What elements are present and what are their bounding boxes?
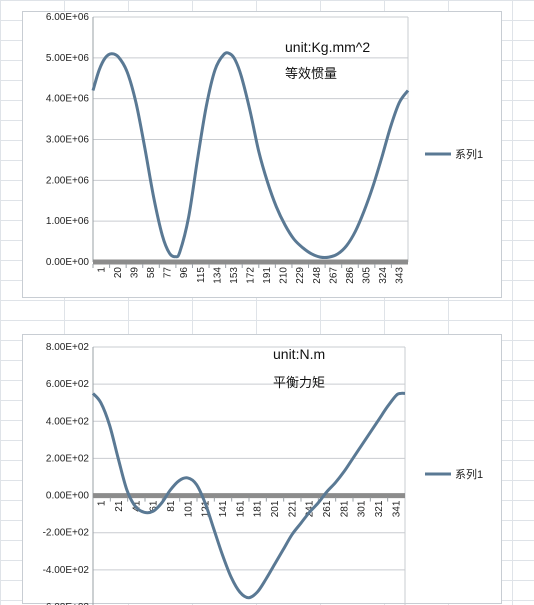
x-tick-label: 341 [391,500,402,517]
y-tick-label: 1.00E+06 [46,216,90,227]
x-tick-label: 115 [196,267,207,283]
x-tick-label: 210 [279,267,290,284]
y-tick-label: 6.00E+02 [46,379,90,390]
x-tick-label: 77 [163,267,174,279]
chart-panel-inertia: 0.00E+00 1.00E+06 2.00E+06 3.00E+06 4.00E+06… [22,11,502,298]
x-tick-label: 1 [96,267,107,273]
y-tick-label: 8.00E+02 [46,342,90,353]
chart-annotation: 等效惯量 [285,66,337,81]
y-tick-label: 4.00E+02 [46,416,90,427]
legend-label: 系列1 [455,147,483,161]
y-tick-label: 0.00E+00 [46,491,90,502]
x-tick-label: 286 [345,267,356,284]
x-tick-label: 161 [235,500,246,517]
chart-annotation: unit:Kg.mm^2 [285,39,370,55]
y-tick-label: 2.00E+02 [46,453,90,464]
x-tick-label: 141 [218,500,229,517]
y-tick-label: 3.00E+06 [46,135,90,146]
x-tick-label: 321 [374,500,385,517]
x-tick-label: 305 [362,267,373,284]
x-tick-label: 96 [179,267,190,279]
y-tick-label: -2.00E+02 [43,528,90,539]
x-tick-label: 221 [287,500,298,517]
y-tick-label: 5.00E+06 [46,53,90,64]
chart-panel-torque: 8.00E+02 6.00E+02 4.00E+02 2.00E+02 0.00E+00… [22,334,502,605]
y-tick-label: -4.00E+02 [43,565,90,576]
x-tick-label: 241 [305,500,316,517]
x-tick-label: 343 [395,267,406,284]
x-tick-label: 301 [357,500,368,517]
x-tick-label: 21 [114,500,125,512]
x-tick-label: 261 [322,500,333,517]
chart-annotation: unit:N.m [273,346,325,362]
x-tick-label: 153 [229,267,240,284]
chart-svg-inertia: 0.00E+00 1.00E+06 2.00E+06 3.00E+06 4.00E+06… [46,12,483,284]
x-tick-label: 39 [129,267,140,279]
x-tick-label: 61 [149,500,160,512]
x-tick-label: 81 [166,500,177,512]
x-tick-label: 20 [113,267,124,279]
y-tick-label: 0.00E+00 [46,257,90,268]
y-tick-label: 4.00E+06 [46,94,90,105]
x-tick-label: 191 [262,267,273,284]
x-tick-label: 248 [312,267,323,284]
x-tick-label: 172 [246,267,257,284]
x-tick-label: 134 [212,267,223,284]
y-tick-label: 2.00E+06 [46,175,90,186]
series-line-1 [91,51,410,260]
x-tick-label: 267 [328,267,339,284]
x-tick-label: 324 [378,267,389,284]
legend-label: 系列1 [455,467,483,481]
x-tick-label: 101 [183,500,194,517]
chart-annotation: 平衡力矩 [273,375,325,390]
x-tick-label: 181 [253,500,264,517]
x-tick-label: 1 [97,500,108,506]
chart-svg-torque: 8.00E+02 6.00E+02 4.00E+02 2.00E+02 0.00E+00… [43,342,483,605]
x-tick-label: 201 [270,500,281,517]
x-tick-label: 281 [339,500,350,517]
x-tick-label: 58 [146,267,157,279]
y-tick-label: 6.00E+06 [46,12,90,23]
x-tick-label: 229 [295,267,306,284]
